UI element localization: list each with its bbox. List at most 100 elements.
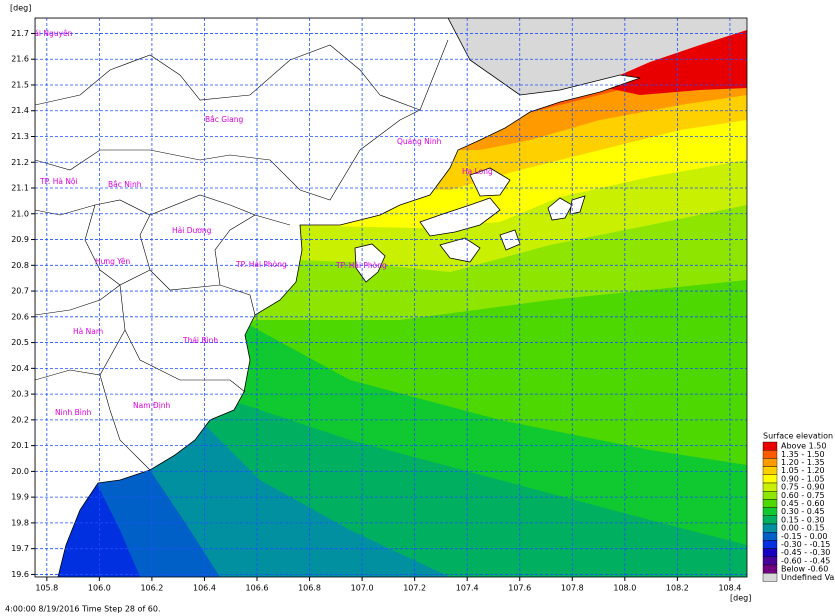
legend-label: -0.15 - 0.00 <box>781 532 827 541</box>
y-tick-label: 19.6 <box>11 570 29 579</box>
legend-swatch <box>762 458 778 467</box>
place-label: TP. Hải Phòng <box>335 261 387 270</box>
province-borders <box>35 39 449 471</box>
undefined-area <box>448 18 747 95</box>
place-label: Bắc Giang <box>205 115 243 124</box>
island <box>354 243 386 283</box>
legend-swatch <box>762 474 778 484</box>
islands <box>354 167 586 283</box>
legend-swatch <box>762 564 778 574</box>
x-tick-label: 107.4 <box>456 584 479 593</box>
y-tick-label: 20.7 <box>11 287 29 296</box>
x-tick-label: 106.4 <box>193 584 216 593</box>
legend-swatch <box>762 466 778 476</box>
grid <box>35 18 747 577</box>
place-label: Nam Định <box>133 401 171 410</box>
y-tick-label: 20.1 <box>11 441 29 450</box>
legend-label: 0.15 - 0.30 <box>781 515 825 524</box>
y-tick-label: 21.7 <box>11 29 29 38</box>
legend-title: Surface elevation [m] <box>763 432 835 441</box>
legend-swatch <box>762 532 778 541</box>
legend-label: 0.60 - 0.75 <box>781 491 825 500</box>
legend-swatch <box>762 556 778 566</box>
legend-label: Above 1.50 <box>781 442 826 451</box>
place-label: Hà Nam <box>73 327 103 336</box>
legend-label: 1.35 - 1.50 <box>781 450 825 459</box>
legend-label: 1.05 - 1.20 <box>781 466 825 475</box>
y-tick-label: 20.3 <box>11 390 29 399</box>
x-tick-label: 105.8 <box>35 584 58 593</box>
x-tick-label: 107.6 <box>508 584 531 593</box>
land <box>35 18 641 577</box>
x-tick-label: 106.2 <box>140 584 163 593</box>
border <box>35 329 126 381</box>
place-label: Quảng Ninh <box>397 137 442 146</box>
y-tick-label: 21.2 <box>11 158 29 167</box>
place-label: Ninh Bình <box>55 408 92 417</box>
place-label: Thái Bình <box>182 336 218 345</box>
place-label: Hải Dương <box>172 226 212 235</box>
x-tick-label: 106.8 <box>298 584 321 593</box>
legend-label: 0.75 - 0.90 <box>781 483 825 492</box>
legend-swatch <box>762 441 778 451</box>
y-tick-label: 20.4 <box>11 364 29 373</box>
border <box>35 109 421 201</box>
legend-swatch <box>762 540 778 549</box>
place-labels: Thái Nguyên Bắc Giang Quảng Ninh TP. Hà Nội… <box>35 29 493 417</box>
x-tick-label: 106.0 <box>88 584 111 593</box>
island <box>419 197 501 237</box>
y-tick-label: 21.6 <box>11 55 29 64</box>
place-label: TP. Hải Phòng <box>235 260 287 269</box>
y-tick-label: 21.0 <box>11 209 29 218</box>
y-tick-label: 21.5 <box>11 80 29 89</box>
plot-area: Thái Nguyên Bắc Giang Quảng Ninh TP. Hà Nội… <box>35 18 747 577</box>
border <box>214 214 256 286</box>
border <box>35 39 449 111</box>
legend-swatch <box>762 573 778 582</box>
legend-swatch <box>762 515 778 525</box>
legend-label: -0.45 - -0.30 <box>781 548 830 557</box>
legend-label: 1.20 - 1.35 <box>781 458 825 467</box>
legend: Surface elevation [m] Above 1.501.35 - 1… <box>762 432 835 582</box>
y-tick-label: 20.9 <box>11 235 29 244</box>
y-tick-label: 20.6 <box>11 312 29 321</box>
x-tick-label: 108.4 <box>718 584 741 593</box>
legend-label: 0.90 - 1.05 <box>781 474 825 483</box>
y-tick-label: 21.1 <box>11 184 29 193</box>
x-tick-label: 106.6 <box>246 584 269 593</box>
legend-swatch <box>762 482 778 492</box>
island <box>469 167 511 197</box>
axes: 105.8 106.0 106.2 106.4 106.6 106.8 107.0 107.2… <box>11 29 741 593</box>
legend-swatch <box>762 548 778 557</box>
island <box>569 195 586 215</box>
x-tick-label: 108.0 <box>613 584 636 593</box>
y-tick-label: 20.2 <box>11 415 29 424</box>
legend-swatch <box>762 450 778 459</box>
plot-frame <box>34 17 748 578</box>
legend-label: -0.60 - -0.45 <box>781 556 830 565</box>
y-tick-label: 20.5 <box>11 338 29 347</box>
x-unit: [deg] <box>730 594 751 603</box>
border <box>99 374 151 471</box>
legend-label: 0.00 - 0.15 <box>781 524 825 533</box>
legend-label: Below -0.60 <box>781 565 828 574</box>
border <box>35 284 121 316</box>
legend-swatch <box>762 507 778 517</box>
legend-label: 0.30 - 0.45 <box>781 507 825 516</box>
border <box>119 284 246 393</box>
y-tick-label: 19.7 <box>11 544 29 553</box>
island <box>547 197 573 221</box>
place-label: TP. Hà Nội <box>39 177 78 186</box>
place-label: Bắc Ninh <box>108 180 142 189</box>
x-tick-label: 107.2 <box>403 584 426 593</box>
y-tick-label: 19.9 <box>11 493 29 502</box>
legend-label: Undefined Value <box>781 573 835 582</box>
x-tick-label: 107.8 <box>561 584 584 593</box>
y-tick-label: 21.4 <box>11 106 29 115</box>
y-unit: [deg] <box>10 4 31 13</box>
legend-swatch <box>762 499 778 508</box>
place-label: Hạ Long <box>462 167 493 176</box>
legend-label: -0.30 - -0.15 <box>781 540 830 549</box>
legend-label: 0.45 - 0.60 <box>781 499 825 508</box>
